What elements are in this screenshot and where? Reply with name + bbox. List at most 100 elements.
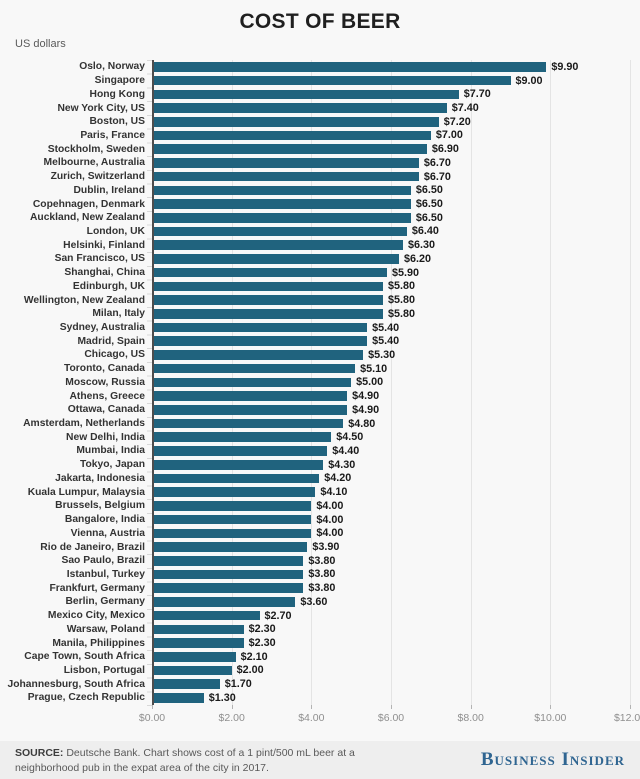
bar-area: $5.80: [152, 307, 630, 321]
bar-row: Berlin, Germany $3.60: [0, 595, 640, 609]
bar-row: Milan, Italy $5.80: [0, 307, 640, 321]
bar: [152, 158, 419, 168]
value-label: $2.30: [248, 637, 276, 650]
bar: [152, 569, 304, 580]
bar: [152, 240, 403, 250]
value-label: $3.90: [312, 541, 340, 554]
value-label: $4.30: [328, 458, 356, 471]
value-label: $2.70: [264, 609, 292, 622]
bar: [152, 679, 220, 689]
bar-row: Wellington, New Zealand $5.80: [0, 293, 640, 307]
category-label: Oslo, Norway: [79, 61, 145, 73]
bar: [152, 363, 356, 374]
bar-row: Ottawa, Canada $4.90: [0, 403, 640, 417]
value-label: $9.90: [551, 60, 579, 73]
category-label: Johannesburg, South Africa: [7, 678, 146, 690]
bar-row: Rio de Janeiro, Brazil $3.90: [0, 540, 640, 554]
bar-row: Prague, Czech Republic $1.30: [0, 691, 640, 705]
value-label: $6.30: [407, 239, 435, 252]
category-label: Brussels, Belgium: [55, 500, 145, 512]
bar-area: $6.70: [152, 170, 630, 184]
bar-row: Vienna, Austria $4.00: [0, 526, 640, 540]
x-tick-label: $12.00: [613, 712, 640, 724]
bar-row: Lisbon, Portugal $2.00: [0, 664, 640, 678]
bar: [152, 144, 427, 154]
bar-row: Sao Paulo, Brazil $3.80: [0, 554, 640, 568]
bar: [152, 309, 384, 319]
category-label: Mumbai, India: [76, 445, 145, 457]
bar: [152, 693, 204, 703]
category-label: Tokyo, Japan: [79, 459, 145, 471]
bar-row: Istanbul, Turkey $3.80: [0, 568, 640, 582]
category-label: Melbourne, Australia: [43, 157, 145, 169]
category-label: Manila, Philippines: [52, 637, 145, 649]
bar-area: $7.20: [152, 115, 630, 129]
bar: [152, 583, 304, 593]
bar-row: Mumbai, India $4.40: [0, 444, 640, 458]
gridline: [470, 60, 472, 705]
bar-row: Sydney, Australia $5.40: [0, 321, 640, 335]
bar-area: $4.10: [152, 485, 630, 499]
category-label: Frankfurt, Germany: [49, 582, 145, 594]
bar: [152, 597, 296, 607]
bar-row: Jakarta, Indonesia $4.20: [0, 472, 640, 486]
bar: [152, 185, 411, 196]
category-label: Sao Paulo, Brazil: [61, 555, 145, 567]
category-label: New Delhi, India: [66, 431, 145, 443]
x-tick-label: $4.00: [298, 712, 325, 724]
value-label: $5.30: [368, 348, 396, 361]
bar-rows: Oslo, Norway $9.90 Singapore $9.00 Hong Kong…: [0, 60, 640, 705]
bar: [152, 295, 384, 305]
category-label: Madrid, Spain: [77, 335, 145, 347]
bar: [152, 254, 399, 264]
value-label: $4.40: [332, 444, 360, 457]
value-label: $5.40: [372, 321, 400, 334]
category-label: Ottawa, Canada: [67, 404, 145, 416]
bar: [152, 446, 328, 456]
bar-area: $9.90: [152, 60, 630, 74]
category-label: Mexico City, Mexico: [47, 610, 145, 622]
bar-row: Bangalore, India $4.00: [0, 513, 640, 527]
category-label: Athens, Greece: [69, 390, 145, 402]
bar-row: Moscow, Russia $5.00: [0, 376, 640, 390]
value-label: $6.20: [403, 252, 431, 265]
category-label: Shanghai, China: [64, 267, 145, 279]
bar-row: Chicago, US $5.30: [0, 348, 640, 362]
source-label: SOURCE:: [15, 747, 64, 759]
bar-area: $4.00: [152, 499, 630, 513]
bar-area: $5.30: [152, 348, 630, 362]
bar-row: Dublin, Ireland $6.50: [0, 183, 640, 197]
gridline: [550, 60, 552, 705]
value-label: $3.80: [308, 568, 336, 581]
bar: [152, 624, 244, 635]
bar: [152, 501, 312, 511]
category-label: Milan, Italy: [92, 308, 145, 320]
bar: [152, 418, 344, 429]
bar-area: $7.00: [152, 129, 630, 143]
category-label: Cape Town, South Africa: [24, 651, 145, 663]
value-label: $1.70: [224, 678, 252, 691]
x-tick-label: $10.00: [534, 712, 567, 724]
value-label: $4.50: [336, 431, 364, 444]
source-line-1: SOURCE: Deutsche Bank. Chart shows cost …: [15, 746, 355, 761]
category-label: Paris, France: [80, 129, 145, 141]
bar-row: New Delhi, India $4.50: [0, 430, 640, 444]
category-label: Helsinki, Finland: [63, 239, 145, 251]
x-axis-tick: [470, 705, 472, 709]
bar-area: $6.50: [152, 197, 630, 211]
category-label: Istanbul, Turkey: [66, 568, 145, 580]
bar: [152, 322, 368, 333]
bar-row: Zurich, Switzerland $6.70: [0, 170, 640, 184]
value-label: $2.30: [248, 623, 276, 636]
category-label: Warsaw, Poland: [66, 623, 145, 635]
bar: [152, 89, 459, 100]
category-label: Vienna, Austria: [70, 527, 145, 539]
bar-area: $4.80: [152, 417, 630, 431]
y-axis-row-ticks: [147, 60, 152, 706]
value-label: $4.10: [320, 486, 348, 499]
value-label: $6.50: [415, 198, 443, 211]
value-label: $5.80: [388, 280, 416, 293]
bar: [152, 665, 232, 676]
bar: [152, 377, 352, 388]
bar-area: $3.80: [152, 581, 630, 595]
